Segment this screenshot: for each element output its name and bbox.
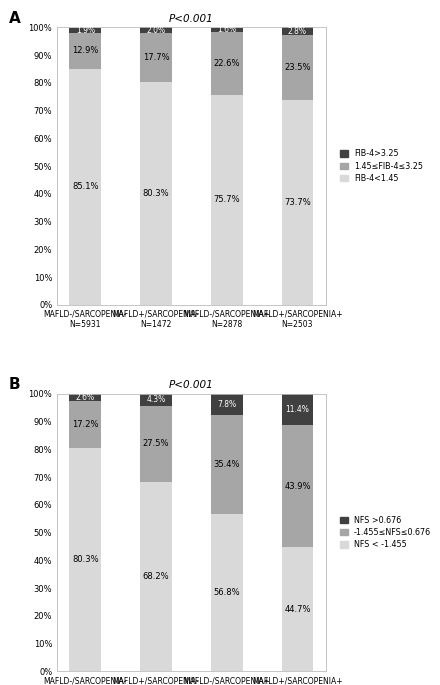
Text: 23.5%: 23.5%: [284, 63, 311, 73]
Text: 56.8%: 56.8%: [213, 588, 240, 597]
Text: 1.9%: 1.9%: [76, 26, 95, 35]
Bar: [211, 32, 243, 95]
Bar: [211, 514, 243, 671]
Bar: [70, 393, 101, 401]
Legend: FIB-4>3.25, 1.45≤FIB-4≤3.25, FIB-4<1.45: FIB-4>3.25, 1.45≤FIB-4≤3.25, FIB-4<1.45: [341, 149, 423, 183]
Bar: [211, 415, 243, 514]
Bar: [282, 394, 313, 425]
Legend: NFS >0.676, -1.455≤NFS≤0.676, NFS < -1.455: NFS >0.676, -1.455≤NFS≤0.676, NFS < -1.4…: [341, 516, 431, 549]
Text: 22.6%: 22.6%: [213, 59, 240, 68]
Bar: [70, 33, 101, 68]
Text: 80.3%: 80.3%: [143, 189, 169, 198]
Text: 43.9%: 43.9%: [284, 482, 311, 491]
Text: 85.1%: 85.1%: [72, 182, 99, 191]
Bar: [70, 27, 101, 33]
Title: P<0.001: P<0.001: [169, 14, 214, 24]
Bar: [282, 27, 313, 35]
Bar: [211, 27, 243, 32]
Text: 12.9%: 12.9%: [72, 47, 99, 55]
Title: P<0.001: P<0.001: [169, 380, 214, 390]
Bar: [140, 33, 172, 82]
Text: 73.7%: 73.7%: [284, 198, 311, 207]
Bar: [140, 406, 172, 482]
Text: 17.7%: 17.7%: [143, 53, 169, 62]
Bar: [70, 401, 101, 449]
Bar: [70, 449, 101, 671]
Bar: [282, 425, 313, 547]
Bar: [282, 101, 313, 305]
Text: 2.8%: 2.8%: [288, 27, 307, 36]
Text: 1.6%: 1.6%: [217, 25, 236, 34]
Text: 35.4%: 35.4%: [213, 460, 240, 469]
Text: 27.5%: 27.5%: [143, 439, 169, 449]
Bar: [211, 394, 243, 415]
Text: 75.7%: 75.7%: [213, 195, 240, 204]
Text: 44.7%: 44.7%: [284, 605, 311, 614]
Bar: [282, 547, 313, 671]
Bar: [70, 68, 101, 305]
Text: 2.0%: 2.0%: [147, 25, 165, 35]
Bar: [140, 82, 172, 305]
Text: 17.2%: 17.2%: [72, 420, 99, 429]
Text: 2.6%: 2.6%: [76, 393, 95, 401]
Bar: [282, 35, 313, 101]
Bar: [140, 482, 172, 671]
Bar: [211, 95, 243, 305]
Text: 7.8%: 7.8%: [217, 400, 236, 409]
Bar: [140, 27, 172, 33]
Text: 68.2%: 68.2%: [143, 572, 169, 581]
Text: A: A: [9, 11, 21, 26]
Text: 80.3%: 80.3%: [72, 556, 99, 564]
Bar: [140, 394, 172, 406]
Text: B: B: [9, 377, 21, 392]
Text: 4.3%: 4.3%: [147, 395, 166, 404]
Text: 11.4%: 11.4%: [286, 405, 309, 414]
